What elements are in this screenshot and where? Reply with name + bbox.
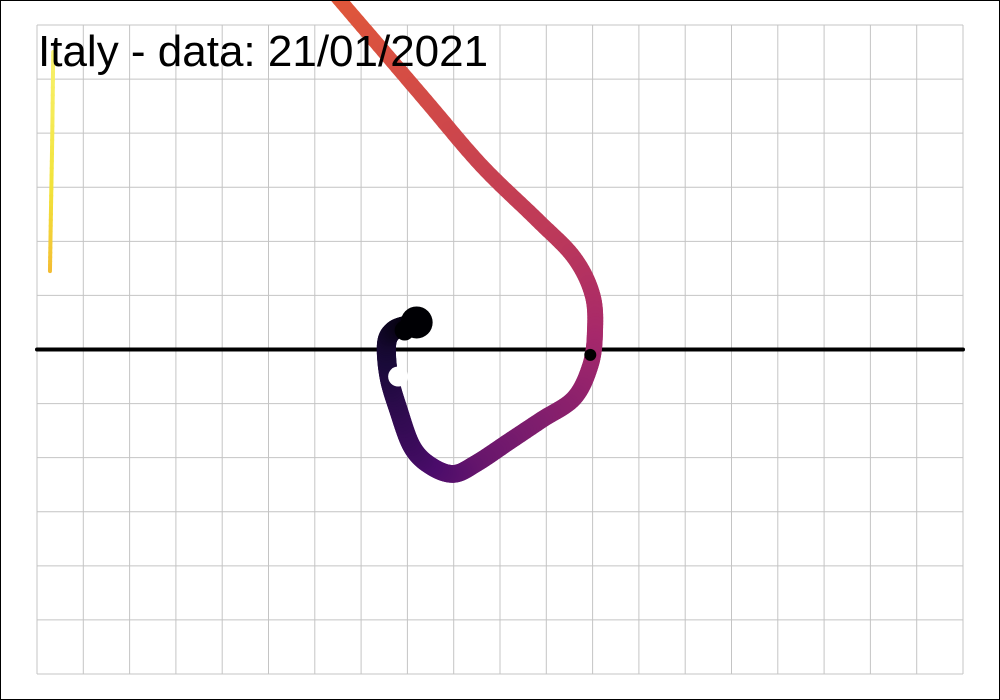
markers-layer: [388, 348, 597, 387]
marker-point-1: [388, 366, 409, 387]
series-end-point-tail: [394, 320, 415, 341]
chart-title: Italy - data: 21/01/2021: [38, 27, 488, 76]
marker-point-0: [584, 348, 597, 361]
series-layer: [47, 1, 604, 483]
